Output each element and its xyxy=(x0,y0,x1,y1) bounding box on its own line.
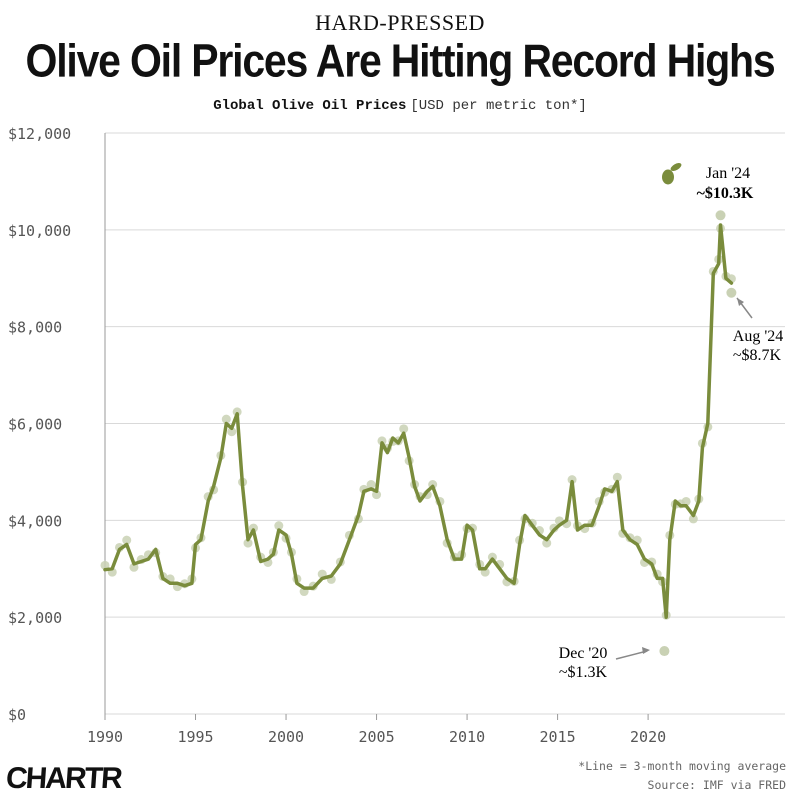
data-point xyxy=(221,414,231,424)
y-tick-label: $6,000 xyxy=(8,416,62,434)
x-tick-label: 2000 xyxy=(268,728,304,746)
chart-subtitle: Global Olive Oil Prices [USD per metric … xyxy=(0,96,800,114)
x-axis-ticks: 1990 1995 2000 2005 2010 2015 2020 xyxy=(87,714,666,746)
x-tick-label: 2005 xyxy=(358,728,394,746)
y-tick-label: $12,000 xyxy=(8,125,71,143)
data-point xyxy=(243,538,253,548)
source-line: Source: IMF via FRED xyxy=(647,778,786,792)
leaf-icon xyxy=(670,163,682,171)
data-point xyxy=(567,475,577,485)
subtitle-unit: [USD per metric ton*] xyxy=(410,98,587,114)
annotation-value: ~$10.3K xyxy=(697,185,754,202)
x-tick-label: 2015 xyxy=(540,728,576,746)
data-point xyxy=(129,562,139,572)
data-point xyxy=(681,496,691,506)
olive-icon xyxy=(662,169,674,185)
data-point xyxy=(122,535,132,545)
data-point xyxy=(688,514,698,524)
data-point xyxy=(366,480,376,490)
y-tick-label: $0 xyxy=(8,706,26,724)
x-tick-label: 2020 xyxy=(630,728,666,746)
data-point xyxy=(227,427,237,437)
arrow-head xyxy=(642,647,650,654)
annotated-point xyxy=(659,646,670,657)
x-tick-label: 1990 xyxy=(87,728,123,746)
data-point xyxy=(377,436,387,446)
annotated-point xyxy=(715,210,726,221)
olive-icon xyxy=(662,163,682,185)
subtitle-main: Global Olive Oil Prices xyxy=(213,98,407,114)
annotated-point xyxy=(726,287,737,298)
y-tick-label: $10,000 xyxy=(8,222,71,240)
series-lines xyxy=(103,223,734,619)
annotation-arrow xyxy=(615,650,648,660)
grid-lines xyxy=(104,132,785,715)
data-point xyxy=(399,424,409,434)
annotation-label: Dec '20 xyxy=(559,645,608,662)
annotations: Jan '24 ~$10.3K Aug '24 ~$8.7K Dec '20 ~$1.3K xyxy=(559,163,783,681)
x-tick-label: 1995 xyxy=(177,728,213,746)
footnote: *Line = 3-month moving average Source: I… xyxy=(578,757,786,795)
series-line xyxy=(103,223,734,619)
chart-title: Olive Oil Prices Are Hitting Record High… xyxy=(25,35,776,87)
chartr-logo: CHARTR xyxy=(4,762,122,795)
annotation-label: Aug '24 xyxy=(733,328,783,345)
data-point xyxy=(542,538,552,548)
y-axis-ticks: $0 $2,000 $4,000 $6,000 $8,000 $10,000 $12,000 xyxy=(8,125,71,724)
y-tick-label: $4,000 xyxy=(8,512,62,530)
arrow-head xyxy=(737,298,744,306)
annotation-value: ~$8.7K xyxy=(733,347,782,364)
data-point xyxy=(232,407,242,417)
y-tick-label: $8,000 xyxy=(8,319,62,337)
data-point xyxy=(100,560,110,570)
annotation-value: ~$1.3K xyxy=(559,664,608,681)
chart-kicker: HARD-PRESSED xyxy=(315,10,485,35)
data-points xyxy=(100,210,737,657)
x-tick-label: 2010 xyxy=(449,728,485,746)
footnote-line: *Line = 3-month moving average xyxy=(578,759,786,773)
data-point xyxy=(248,523,258,533)
annotation-label: Jan '24 xyxy=(706,165,750,182)
data-point xyxy=(372,490,382,500)
y-tick-label: $2,000 xyxy=(8,609,62,627)
data-point xyxy=(612,472,622,482)
data-point xyxy=(274,521,284,531)
